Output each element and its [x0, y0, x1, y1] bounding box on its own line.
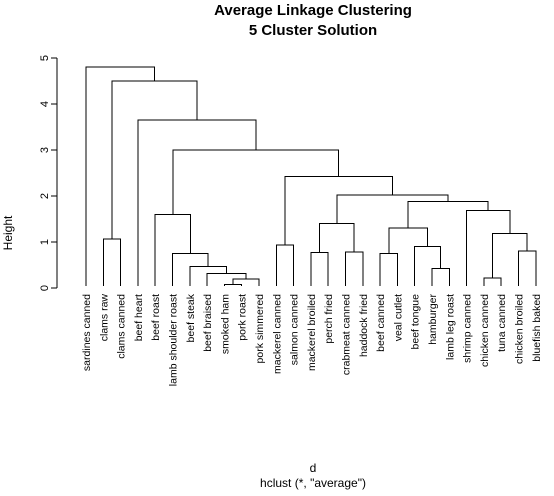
leaf-label: beef steak — [185, 293, 197, 342]
merge-link — [388, 227, 429, 254]
merge-link — [431, 268, 450, 286]
merge-link — [232, 278, 260, 286]
leaf-label: lamb leg roast — [444, 294, 456, 360]
y-tick-label: 4 — [39, 101, 51, 107]
y-tick-label: 2 — [39, 193, 51, 199]
chart-title: Average Linkage Clustering — [214, 2, 412, 19]
merge-link — [310, 252, 329, 286]
merge-link — [189, 265, 228, 286]
merge-link — [284, 176, 394, 246]
merge-link — [407, 201, 489, 229]
y-axis-label: Height — [1, 215, 15, 250]
leaf-label: beef braised — [202, 294, 214, 352]
leaf-label: clams canned — [116, 294, 128, 359]
merge-link — [172, 253, 209, 286]
leaf-label: bluefish baked — [531, 294, 543, 362]
leaf-label: clams raw — [98, 294, 110, 342]
leaf-label: mackerel broiled — [306, 294, 318, 371]
chart-subtitle: 5 Cluster Solution — [249, 22, 377, 39]
leaf-label: shrimp canned — [462, 294, 474, 363]
leaf-label: beef roast — [150, 294, 162, 341]
leaf-label: perch fried — [323, 294, 335, 344]
leaf-label: lamb shoulder roast — [168, 294, 180, 386]
merge-link — [466, 210, 511, 286]
merge-link — [492, 233, 528, 278]
leaf-label: pork roast — [237, 294, 249, 341]
leaf-label: veal cutlet — [392, 294, 404, 341]
merge-link — [379, 253, 398, 286]
merge-link — [85, 66, 155, 286]
merge-link — [414, 246, 442, 286]
leaf-label: smoked ham — [219, 294, 231, 354]
merge-link — [275, 244, 295, 286]
leaf-label: chicken broiled — [514, 294, 526, 364]
dendrogram-tree — [85, 66, 537, 286]
leaf-label: beef heart — [133, 294, 145, 341]
merge-link — [345, 251, 364, 286]
method-label: hclust (*, "average") — [260, 476, 366, 490]
leaf-label: sardines canned — [81, 294, 93, 371]
y-axis: 0 1 2 3 4 5 — [39, 55, 58, 291]
leaf-label: mackerel canned — [271, 294, 283, 374]
merge-link — [518, 250, 537, 286]
leaf-label: beef tongue — [410, 294, 422, 350]
leaf-label: pork simmered — [254, 294, 266, 364]
leaf-label: crabmeat canned — [341, 294, 353, 375]
leaf-label: hamburger — [427, 294, 439, 345]
merge-link — [336, 194, 449, 224]
merge-link — [102, 238, 122, 286]
leaf-label: haddock fried — [358, 294, 370, 357]
leaf-labels: sardines canned clams raw clams canned beef… — [81, 293, 543, 386]
merge-link — [111, 80, 198, 239]
merge-link — [483, 277, 502, 286]
y-tick-label: 5 — [39, 55, 51, 61]
y-tick-label: 1 — [39, 239, 51, 245]
leaf-label: salmon canned — [289, 294, 301, 365]
leaf-label: tuna canned — [496, 294, 508, 352]
leaf-label: chicken canned — [479, 294, 491, 367]
merge-link — [172, 149, 340, 215]
y-tick-label: 3 — [39, 147, 51, 153]
merge-link — [319, 223, 355, 253]
leaf-label: beef canned — [375, 294, 387, 352]
merge-link — [223, 283, 243, 286]
y-tick-label: 0 — [39, 285, 51, 291]
x-axis-label: d — [310, 461, 317, 475]
